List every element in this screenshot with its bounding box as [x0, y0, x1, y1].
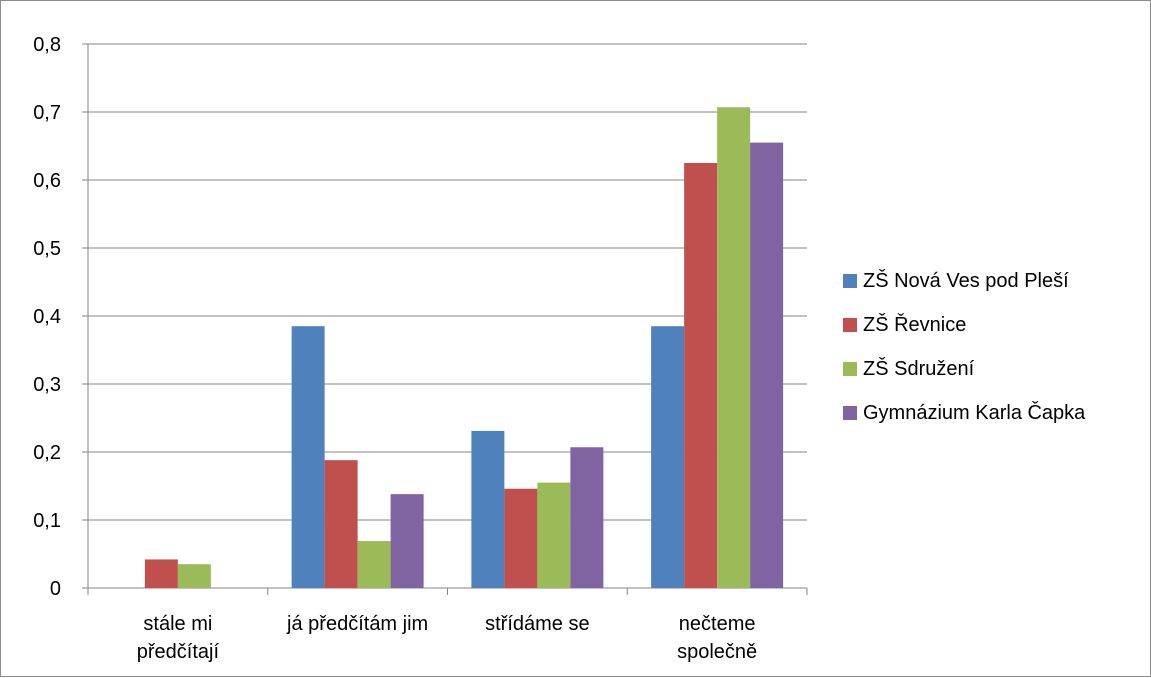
- x-tick-label: nečteme: [679, 613, 756, 635]
- x-tick-label: společně: [677, 641, 757, 663]
- bar: [390, 494, 424, 588]
- bar: [324, 460, 358, 588]
- legend-swatch: [843, 318, 857, 332]
- bar: [684, 163, 718, 588]
- y-tick-label: 0,8: [33, 34, 61, 56]
- legend-swatch: [843, 406, 857, 420]
- legend-label: ZŠ Nová Ves pod Pleší: [863, 269, 1069, 292]
- bar: [717, 107, 751, 589]
- x-tick-label: stále mi: [143, 613, 212, 635]
- bar: [291, 326, 325, 588]
- legend-item: Gymnázium Karla Čapka: [843, 391, 1085, 435]
- y-tick-label: 0,1: [33, 510, 61, 532]
- bar: [537, 482, 571, 588]
- y-tick-label: 0,4: [33, 306, 61, 328]
- legend-label: ZŠ Řevnice: [863, 313, 967, 336]
- bar: [471, 430, 505, 588]
- legend-item: ZŠ Nová Ves pod Pleší: [843, 259, 1085, 303]
- bar: [651, 326, 685, 588]
- y-tick-label: 0,5: [33, 238, 61, 260]
- bar: [504, 488, 538, 588]
- y-tick-label: 0,3: [33, 374, 61, 396]
- x-tick-label: předčítají: [137, 641, 220, 663]
- legend-item: ZŠ Řevnice: [843, 303, 1085, 347]
- legend-swatch: [843, 362, 857, 376]
- legend-item: ZŠ Sdružení: [843, 347, 1085, 391]
- x-tick-label: já předčítám jim: [286, 613, 428, 635]
- bar: [144, 559, 178, 588]
- bar: [177, 564, 211, 588]
- bar: [570, 447, 604, 588]
- legend-label: Gymnázium Karla Čapka: [863, 401, 1086, 424]
- bar: [357, 541, 391, 588]
- y-tick-label: 0: [50, 578, 61, 600]
- legend-label: ZŠ Sdružení: [863, 357, 975, 380]
- x-tick-label: střídáme se: [485, 613, 589, 635]
- legend-swatch: [843, 274, 857, 288]
- legend: ZŠ Nová Ves pod Pleší ZŠ Řevnice ZŠ Sdruže…: [843, 259, 1085, 435]
- y-tick-label: 0,2: [33, 442, 61, 464]
- y-tick-label: 0,7: [33, 102, 61, 124]
- bar: [750, 142, 784, 588]
- y-tick-label: 0,6: [33, 170, 61, 192]
